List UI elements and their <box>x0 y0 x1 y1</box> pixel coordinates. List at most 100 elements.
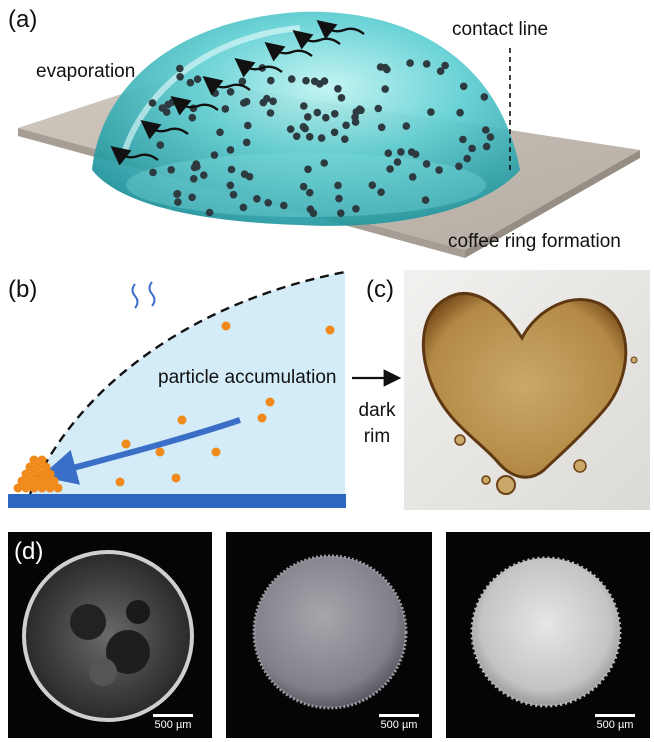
orange-particle <box>45 469 55 479</box>
panel-a-label: (a) <box>8 6 38 33</box>
particle <box>305 188 314 197</box>
orange-particle <box>13 483 23 493</box>
particle <box>216 128 224 137</box>
particle <box>436 67 445 75</box>
particle <box>368 181 377 189</box>
orange-particle <box>37 455 47 465</box>
particle <box>427 108 435 116</box>
particle <box>421 196 430 204</box>
particle <box>313 108 322 117</box>
particle <box>244 121 252 130</box>
particle <box>221 105 230 113</box>
particle <box>192 160 200 168</box>
evaporation-arrows <box>110 20 365 166</box>
particle <box>320 159 329 167</box>
orange-particle <box>257 413 267 423</box>
particle <box>242 97 251 106</box>
particle <box>482 142 491 151</box>
particle <box>200 171 208 179</box>
particle <box>406 59 414 67</box>
particle <box>188 193 196 202</box>
orange-particle <box>45 483 55 493</box>
particle <box>384 149 393 157</box>
particle <box>407 148 416 156</box>
orange-particle <box>41 462 51 472</box>
particle <box>383 65 391 74</box>
particle <box>331 110 339 118</box>
orange-particle <box>115 477 125 487</box>
particle <box>337 209 345 217</box>
particle <box>302 76 310 85</box>
panel-b-label: (b) <box>8 276 38 303</box>
particle <box>158 104 167 112</box>
particle <box>176 64 184 73</box>
particle <box>226 88 235 96</box>
particle <box>269 97 277 106</box>
particle <box>264 199 273 207</box>
particle <box>468 144 476 153</box>
particle <box>226 181 235 190</box>
particle <box>330 128 339 137</box>
particle <box>482 126 490 134</box>
particle <box>148 99 157 107</box>
particle <box>164 100 172 109</box>
sem-image-1: 500 µm <box>8 532 212 738</box>
particle <box>267 76 275 85</box>
particle <box>376 63 385 71</box>
evaporation-arrow <box>110 146 159 166</box>
particle <box>174 198 182 206</box>
particle <box>441 61 449 70</box>
scale-bar-1: 500 µm <box>150 714 196 731</box>
particle <box>334 181 342 190</box>
orange-particle <box>33 476 43 486</box>
orange-particle <box>25 462 35 472</box>
orange-particle <box>121 439 131 449</box>
orange-particle <box>29 469 39 479</box>
particle <box>240 170 249 178</box>
particle <box>156 141 165 149</box>
particle <box>188 113 197 122</box>
sem-image-3: 500 µm <box>446 532 650 738</box>
evaporation-arrow <box>202 76 251 96</box>
orange-particle <box>41 476 51 486</box>
orange-particle <box>25 476 35 486</box>
particles <box>148 59 495 218</box>
particle <box>377 188 385 196</box>
orange-particle <box>325 325 335 335</box>
particle <box>193 75 202 83</box>
particle <box>455 162 463 171</box>
particle <box>377 123 386 132</box>
orange-particle <box>177 415 187 425</box>
orange-particle <box>21 483 31 493</box>
particle <box>381 85 390 93</box>
orange-particles <box>13 321 335 493</box>
particle <box>186 78 195 87</box>
particle <box>422 160 431 168</box>
substrate-b <box>8 494 346 508</box>
particle <box>229 190 238 199</box>
scale-bar-3: 500 µm <box>592 714 638 731</box>
particle <box>190 175 198 183</box>
particle <box>300 102 308 110</box>
evaporation-arrow <box>292 30 341 50</box>
orange-particle <box>49 476 59 486</box>
orange-particle <box>37 483 47 493</box>
particle <box>435 166 443 174</box>
particle <box>322 113 330 122</box>
particle <box>397 148 405 156</box>
evaporation-arrow <box>234 58 283 78</box>
orange-particle <box>171 473 181 483</box>
particle <box>351 118 360 126</box>
particle <box>227 165 236 174</box>
coffee-stain-photo <box>404 270 650 510</box>
particle <box>226 146 235 154</box>
droplet-illustration <box>18 11 640 258</box>
particle <box>456 108 464 117</box>
particle <box>386 165 394 173</box>
particle <box>480 93 489 101</box>
particle <box>334 85 342 93</box>
scale-bar-2: 500 µm <box>376 714 422 731</box>
particle <box>263 94 271 103</box>
coffee-ring-label: coffee ring formation <box>448 231 621 252</box>
particle <box>167 166 175 174</box>
